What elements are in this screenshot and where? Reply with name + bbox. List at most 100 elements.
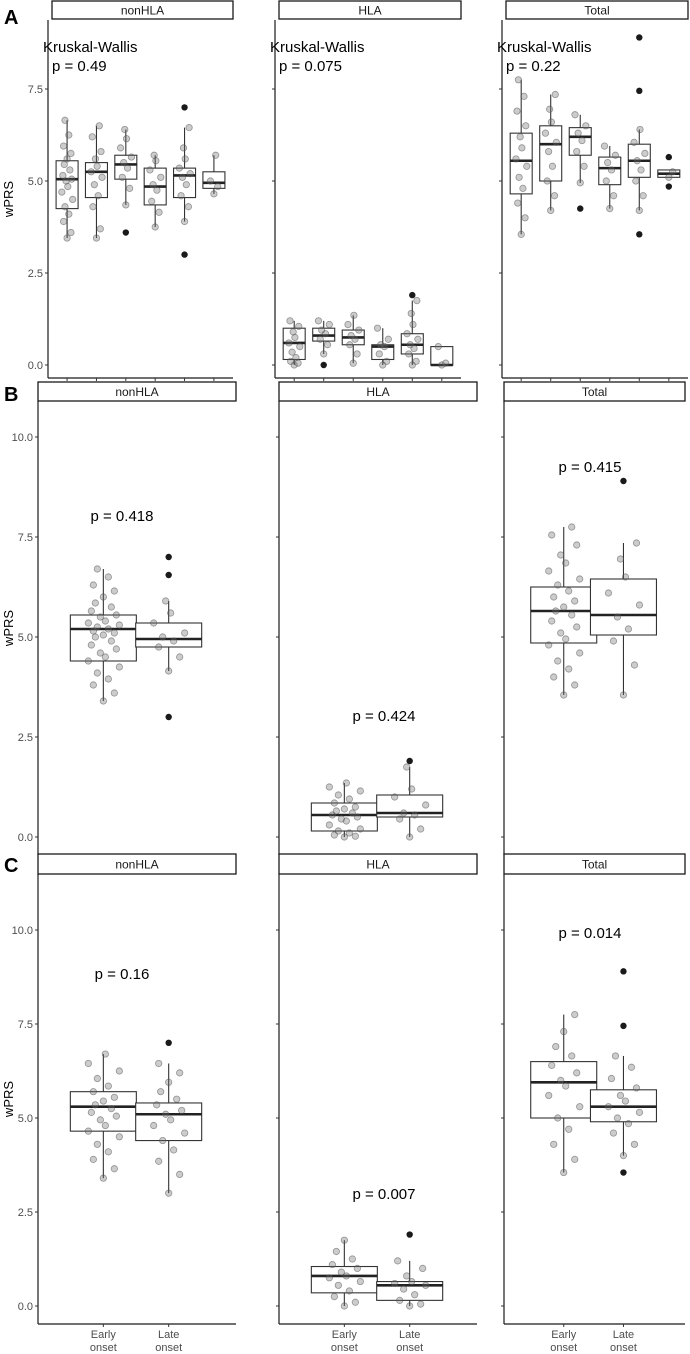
jitter-point <box>340 833 348 841</box>
jitter-point <box>340 1236 348 1244</box>
jitter-point <box>565 587 573 595</box>
jitter-point <box>403 763 411 771</box>
jitter-point <box>639 192 647 200</box>
jitter-point <box>212 151 220 159</box>
box-iqr <box>135 1102 203 1142</box>
jitter-point <box>206 177 215 185</box>
jitter-point <box>150 1121 158 1130</box>
jitter-point <box>406 341 414 349</box>
jitter-point <box>94 192 102 200</box>
jitter-point <box>150 619 158 627</box>
x-tick-label: Early onset <box>331 1329 358 1354</box>
jitter-point <box>146 166 154 174</box>
jitter-point <box>573 1069 581 1077</box>
jitter-point <box>292 354 300 362</box>
jitter-point <box>115 621 123 629</box>
jitter-point <box>632 177 640 185</box>
facet-strip-label: Total <box>582 385 607 399</box>
outlier-point <box>165 553 172 561</box>
jitter-point <box>325 1274 333 1282</box>
jitter-point <box>179 144 188 152</box>
jitter-point <box>93 623 101 631</box>
jitter-point <box>616 555 625 563</box>
jitter-point <box>116 144 125 152</box>
jitter-point <box>93 1140 101 1148</box>
jitter-point <box>568 523 576 531</box>
outlier-point <box>409 291 416 299</box>
facet-strip-label: HLA <box>358 4 381 18</box>
jitter-point <box>604 1103 613 1111</box>
x-tick-label-line: onset <box>610 1342 637 1354</box>
jitter-point <box>291 333 299 341</box>
test-name-label: Kruskal-Wallis <box>497 39 591 56</box>
jitter-point <box>155 1059 163 1068</box>
jitter-point <box>170 637 178 645</box>
jitter-point <box>562 1082 570 1090</box>
jitter-point <box>552 1042 560 1051</box>
y-tick-label: 7.5 <box>28 84 43 96</box>
jitter-point <box>554 581 562 589</box>
outlier-point <box>577 205 584 212</box>
jitter-point <box>99 631 107 639</box>
jitter-point <box>547 118 556 126</box>
jitter-point <box>380 342 389 351</box>
jitter-point <box>170 1146 178 1154</box>
p-value-label: p = 0.415 <box>559 459 622 476</box>
jitter-point <box>611 151 619 159</box>
jitter-point <box>118 173 126 181</box>
y-tick-label: 7.5 <box>18 1019 33 1031</box>
jitter-point <box>627 1063 636 1071</box>
box-iqr <box>509 132 533 195</box>
jitter-point <box>92 234 101 242</box>
jitter-point <box>93 1074 101 1083</box>
p-value-label: p = 0.007 <box>353 1186 416 1203</box>
jitter-point <box>636 125 644 134</box>
jitter-point <box>560 691 568 699</box>
jitter-point <box>153 186 161 194</box>
facet-strip-label: nonHLA <box>115 385 158 399</box>
jitter-point <box>340 1302 348 1310</box>
y-tick-label: 7.5 <box>18 532 33 544</box>
jitter-point <box>375 350 383 358</box>
x-tick-label: Late onset <box>396 1329 423 1354</box>
jitter-point <box>104 573 112 581</box>
jitter-point <box>582 122 590 130</box>
jitter-point <box>325 320 333 329</box>
jitter-point <box>552 607 560 615</box>
jitter-point <box>391 793 399 801</box>
jitter-point <box>576 1103 584 1111</box>
jitter-point <box>162 597 170 605</box>
jitter-point <box>123 164 132 172</box>
jitter-point <box>619 1152 628 1160</box>
jitter-point <box>95 122 103 130</box>
jitter-point <box>149 181 157 189</box>
jitter-point <box>178 1106 186 1115</box>
jitter-point <box>547 206 555 215</box>
jitter-point <box>285 339 293 347</box>
jitter-point <box>330 1293 338 1301</box>
x-tick-label: Early onset <box>90 1329 117 1354</box>
jitter-point <box>409 320 417 329</box>
jitter-point <box>543 177 551 185</box>
outlier-point <box>620 968 627 975</box>
outlier-point <box>165 713 172 721</box>
jitter-point <box>120 159 128 167</box>
facet-strip-label: nonHLA <box>115 858 158 872</box>
jitter-point <box>353 350 361 358</box>
jitter-point <box>59 142 68 150</box>
jitter-point <box>96 613 104 621</box>
facet-strip-label: Total <box>584 4 609 18</box>
jitter-point <box>69 195 77 203</box>
jitter-point <box>400 809 408 817</box>
jitter-point <box>181 1129 189 1137</box>
jitter-point <box>641 149 649 157</box>
jitter-point <box>545 641 553 649</box>
jitter-point <box>182 181 190 189</box>
jitter-point <box>99 697 107 705</box>
jitter-point <box>99 1097 107 1105</box>
y-tick-label: 0.0 <box>28 360 43 372</box>
jitter-point <box>84 1127 92 1135</box>
jitter-point <box>624 625 633 633</box>
jitter-point <box>286 317 294 325</box>
jitter-point <box>344 320 352 329</box>
